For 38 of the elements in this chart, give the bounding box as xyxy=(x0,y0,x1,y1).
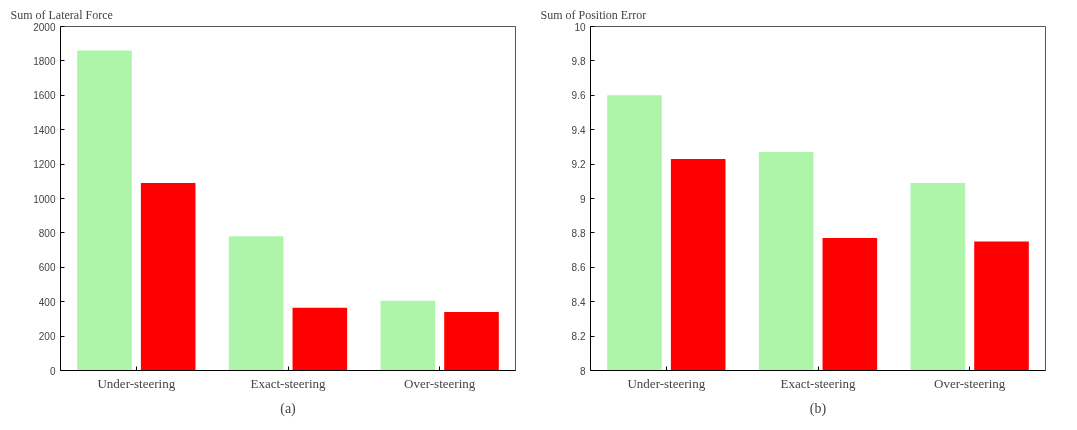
y-tick-label: 9.6 xyxy=(571,90,586,102)
y-tick-label: 600 xyxy=(38,262,56,274)
y-tick-label: 1800 xyxy=(33,55,56,67)
y-tick-label: 1400 xyxy=(33,124,56,136)
text: (a) xyxy=(280,400,297,417)
x-tick-label: Under-steering xyxy=(97,375,176,391)
bar xyxy=(77,50,132,371)
y-tick-label: 9.2 xyxy=(571,159,586,171)
y-tick-label: 10 xyxy=(574,21,586,33)
y-tick-label: 8.4 xyxy=(571,296,586,308)
bar xyxy=(380,300,436,371)
y-tick-label: 1600 xyxy=(33,90,56,102)
x-tick-label: Over-steering xyxy=(934,375,1006,391)
y-tick-label: 800 xyxy=(38,227,56,239)
y-tick-label: 8.8 xyxy=(571,227,586,239)
chart-title: Sum of Lateral Force xyxy=(10,7,113,22)
x-tick-label: Over-steering xyxy=(404,375,476,391)
bar xyxy=(292,307,348,371)
chart-title: Sum of Position Error xyxy=(540,7,647,22)
bar xyxy=(228,236,284,371)
y-tick-label: 8 xyxy=(579,365,586,377)
y-tick-label: 400 xyxy=(38,296,56,308)
y-tick-label: 1200 xyxy=(33,159,56,171)
y-tick-label: 9.4 xyxy=(571,124,586,136)
x-tick-label: Exact-steering xyxy=(250,375,327,391)
text: (b) xyxy=(809,400,827,417)
bar xyxy=(444,312,499,371)
y-tick-label: 8.6 xyxy=(571,262,586,274)
x-tick-label: Under-steering xyxy=(627,375,706,391)
y-tick-label: 8.2 xyxy=(571,331,586,343)
y-tick-label: 2000 xyxy=(33,21,56,33)
x-tick-label: Exact-steering xyxy=(780,375,857,391)
bar xyxy=(140,183,196,371)
y-tick-label: 9.8 xyxy=(571,55,586,67)
y-tick-label: 1000 xyxy=(33,193,56,205)
y-tick-label: 200 xyxy=(38,331,56,343)
y-tick-label: 0 xyxy=(49,365,56,377)
y-tick-label: 9 xyxy=(579,193,586,205)
